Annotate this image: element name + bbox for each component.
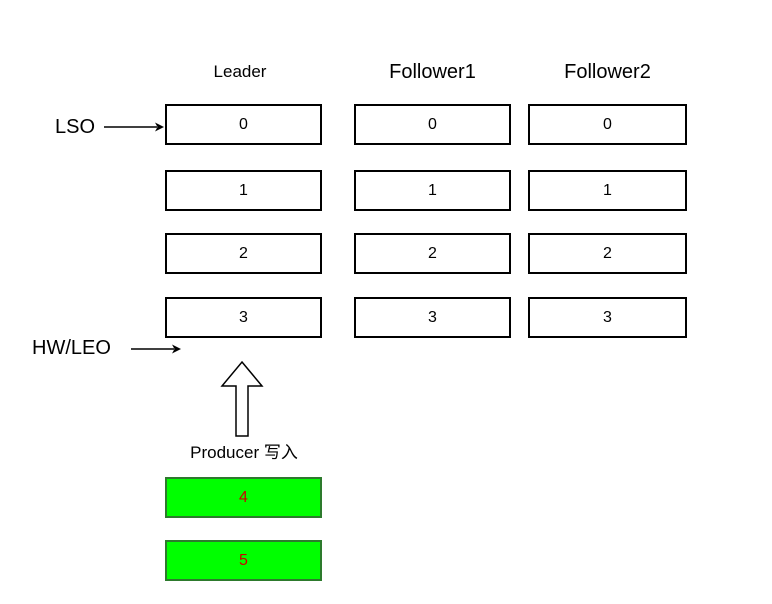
- lso-arrow: [104, 122, 164, 132]
- follower1-offset-1: 1: [354, 170, 511, 211]
- hw-leo-label: HW/LEO: [32, 337, 111, 359]
- leader-offset-0: 0: [165, 104, 322, 145]
- leader-title: Leader: [213, 62, 267, 81]
- hw-leo-arrow: [131, 344, 181, 354]
- follower1-offset-3: 3: [354, 297, 511, 338]
- follower1-title: Follower1: [389, 61, 476, 83]
- follower1-offset-0: 0: [354, 104, 511, 145]
- leader-offset-2: 2: [165, 233, 322, 274]
- follower2-title: Follower2: [564, 61, 651, 83]
- follower2-offset-0: 0: [528, 104, 687, 145]
- new-message-5: 5: [165, 540, 322, 581]
- new-message-4: 4: [165, 477, 322, 518]
- leader-offset-1: 1: [165, 170, 322, 211]
- follower2-offset-1: 1: [528, 170, 687, 211]
- follower1-offset-2: 2: [354, 233, 511, 274]
- leader-offset-3: 3: [165, 297, 322, 338]
- lso-label: LSO: [55, 116, 96, 138]
- follower2-offset-2: 2: [528, 233, 687, 274]
- producer-up-arrow: [220, 360, 264, 437]
- follower2-offset-3: 3: [528, 297, 687, 338]
- producer-write-label: Producer 写入: [190, 443, 298, 462]
